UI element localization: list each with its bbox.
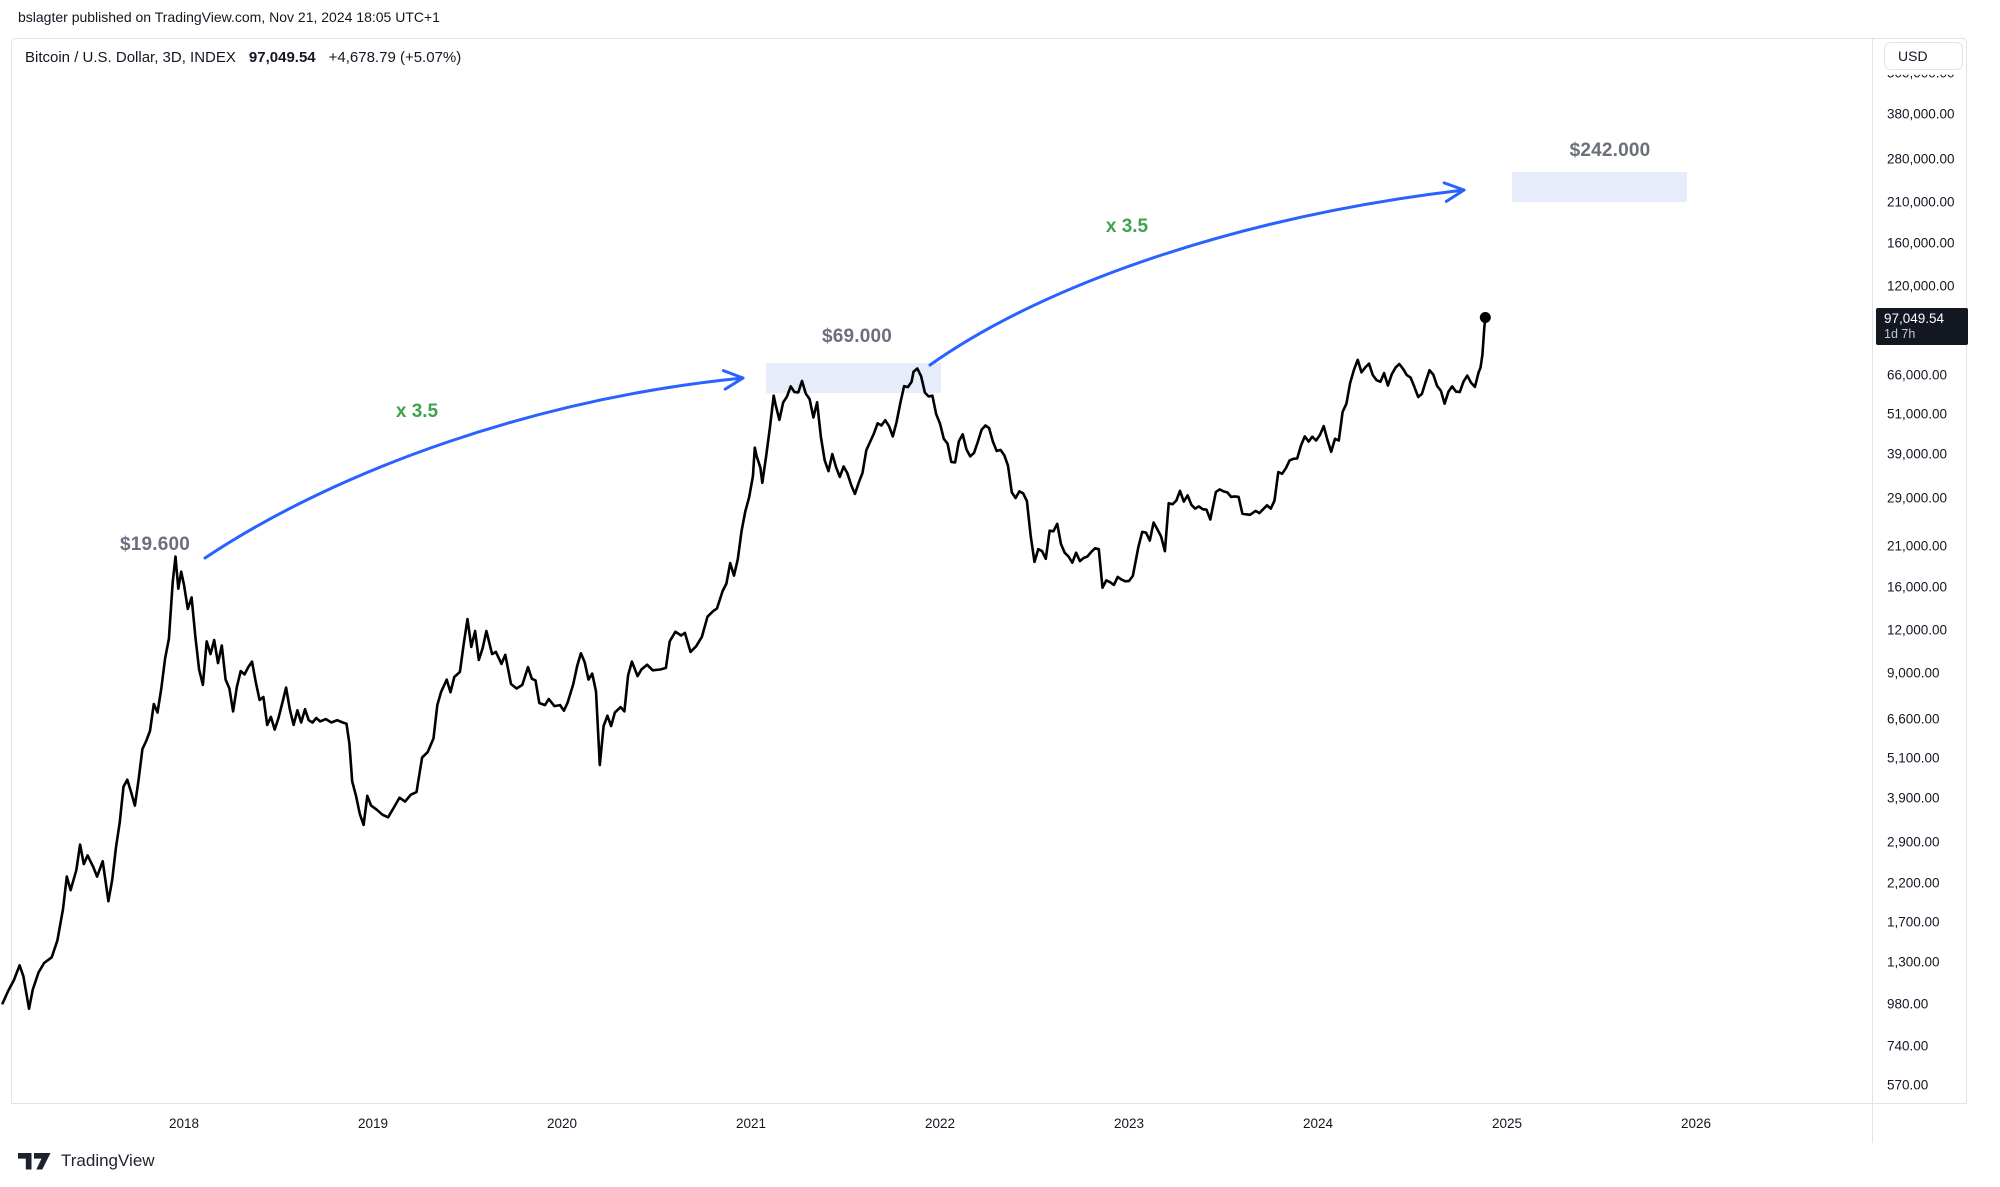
currency-toggle-button[interactable]: USD xyxy=(1884,42,1963,70)
last-price-value: 97,049.54 xyxy=(248,49,316,66)
price-tick-label: 500,000.00 xyxy=(1887,65,1955,81)
tradingview-logo-icon xyxy=(18,1152,51,1169)
price-tick-label: 21,000.00 xyxy=(1887,538,1948,554)
price-tick-label: 740.00 xyxy=(1887,1038,1929,1054)
year-tick-label: 2023 xyxy=(1113,1116,1145,1131)
price-tick-label: 29,000.00 xyxy=(1887,490,1948,506)
price-tick-label: 12,000.00 xyxy=(1887,622,1948,638)
last-price-badge[interactable]: 97,049.54 1d 7h xyxy=(1876,307,1968,345)
price-tick-label: 2,900.00 xyxy=(1887,834,1940,850)
price-tick-label: 6,600.00 xyxy=(1887,711,1940,727)
year-tick-label: 2025 xyxy=(1491,1116,1523,1131)
price-tick-label: 1,700.00 xyxy=(1887,914,1940,930)
price-tick-label: 5,100.00 xyxy=(1887,750,1940,766)
year-tick-label: 2021 xyxy=(735,1116,767,1131)
year-tick-label: 2022 xyxy=(924,1116,956,1131)
price-tick-label: 160,000.00 xyxy=(1887,235,1955,251)
price-tick-label: 51,000.00 xyxy=(1887,406,1948,422)
chart-legend[interactable]: Bitcoin / U.S. Dollar, 3D, INDEX 97,049.… xyxy=(25,49,461,66)
instrument-title[interactable]: Bitcoin / U.S. Dollar, 3D, INDEX xyxy=(25,49,236,66)
price-tick-label: 210,000.00 xyxy=(1887,194,1955,210)
chart-canvas[interactable] xyxy=(11,38,1967,1143)
year-tick-label: 2024 xyxy=(1302,1116,1334,1131)
badge-price-value: 97,049.54 xyxy=(1884,310,1945,326)
price-scale[interactable]: USD 500,000.00 380,000.00 280,000.00 210,00… xyxy=(1872,38,1969,1143)
price-change-value: +4,678.79 (+5.07%) xyxy=(328,49,462,66)
year-tick-label: 2019 xyxy=(357,1116,389,1131)
price-tick-label: 120,000.00 xyxy=(1887,278,1955,294)
price-tick-label: 9,000.00 xyxy=(1887,665,1940,681)
price-tick-label: 3,900.00 xyxy=(1887,790,1940,806)
price-tick-label: 980.00 xyxy=(1887,996,1929,1012)
price-tick-label: 280,000.00 xyxy=(1887,151,1955,167)
year-tick-label: 2020 xyxy=(546,1116,578,1131)
price-tick-label: 39,000.00 xyxy=(1887,446,1948,462)
price-tick-label: 2,200.00 xyxy=(1887,875,1940,891)
price-tick-label: 1,300.00 xyxy=(1887,954,1940,970)
time-scale[interactable]: 2018 2019 2020 2021 2022 2023 2024 2025 2026 xyxy=(11,1103,1967,1143)
price-tick-label: 16,000.00 xyxy=(1887,579,1948,595)
tradingview-branding[interactable]: TradingView xyxy=(18,1151,155,1171)
year-tick-label: 2018 xyxy=(168,1116,200,1131)
year-tick-label: 2026 xyxy=(1680,1116,1712,1131)
price-tick-label: 66,000.00 xyxy=(1887,367,1948,383)
badge-bar-countdown: 1d 7h xyxy=(1884,326,1916,341)
price-tick-label: 570.00 xyxy=(1887,1077,1929,1093)
tradingview-logo-text: TradingView xyxy=(61,1151,155,1170)
price-tick-label: 380,000.00 xyxy=(1887,106,1955,122)
attribution-text: bslagter published on TradingView.com, N… xyxy=(18,9,440,25)
